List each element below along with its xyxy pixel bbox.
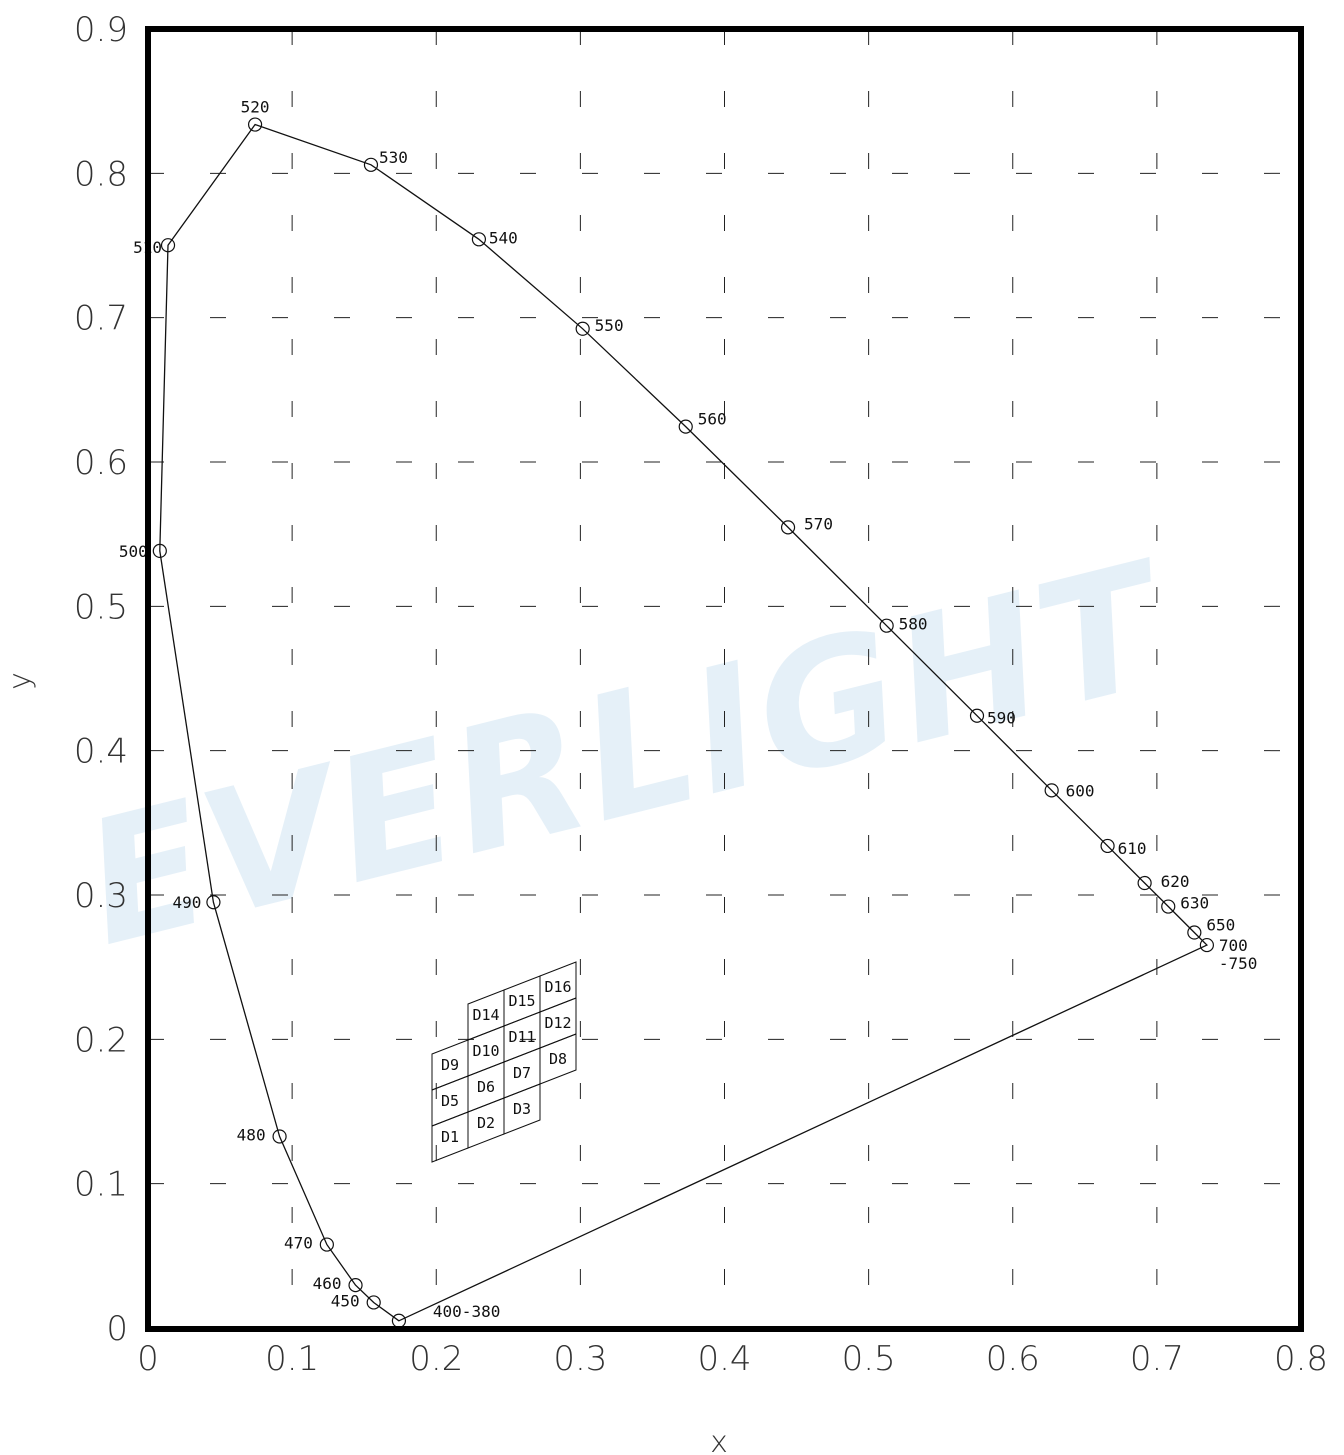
- locus-curve: [159, 123, 1209, 1322]
- locus-marker: [969, 708, 985, 723]
- spectral-locus: 400-380450460470480490500510520530540550…: [119, 98, 1258, 1328]
- y-tick-label: 0.7: [74, 299, 128, 339]
- wavelength-label: 650: [1206, 916, 1235, 935]
- locus-marker: [160, 238, 176, 253]
- watermark: EVERLIGHT: [67, 525, 1190, 985]
- bin-label: D11: [508, 1028, 535, 1046]
- y-tick-label: 0.1: [74, 1165, 128, 1205]
- locus-marker: [1187, 925, 1202, 940]
- wavelength-label: 520: [241, 98, 270, 117]
- wavelength-label: 580: [899, 615, 928, 634]
- bin-label: D5: [441, 1092, 459, 1110]
- y-axis-title: y: [3, 672, 38, 690]
- locus-marker: [780, 520, 796, 535]
- x-tick-label: 0.7: [1130, 1339, 1184, 1379]
- wavelength-label: 600: [1066, 781, 1095, 800]
- bin-label: D2: [477, 1114, 495, 1132]
- wavelength-label: 490: [173, 893, 202, 912]
- locus-marker: [348, 1278, 363, 1293]
- plot-frame: [145, 26, 1304, 1332]
- y-tick-label: 0.3: [74, 876, 128, 916]
- bin-label: D14: [472, 1006, 499, 1024]
- y-tick-label: 0.4: [74, 732, 128, 772]
- locus-marker: [152, 543, 167, 559]
- bin-label: D10: [472, 1042, 499, 1060]
- locus-marker: [471, 232, 487, 247]
- bin-label: D3: [513, 1100, 531, 1118]
- x-tick-label: 0.2: [409, 1339, 463, 1379]
- locus-marker: [1199, 937, 1214, 953]
- wavelength-label: 700 -750: [1219, 936, 1258, 973]
- wavelength-label: 540: [489, 228, 518, 247]
- locus-marker: [319, 1237, 334, 1252]
- wavelength-label: 620: [1161, 872, 1190, 891]
- locus-marker: [272, 1129, 287, 1144]
- bin-label: D6: [477, 1078, 495, 1096]
- y-tick-label: 0.2: [74, 1020, 128, 1060]
- wavelength-label: 400-380: [433, 1302, 500, 1321]
- locus-marker: [575, 321, 590, 336]
- y-tick-label: 0.6: [74, 443, 128, 483]
- locus-marker: [206, 895, 221, 910]
- locus-marker: [363, 157, 379, 172]
- bin-cell: [539, 961, 577, 1013]
- locus-marker: [879, 618, 894, 633]
- bin-grid: D1 D5 D9 D2 D6 D10 D14 D3 D7 D11 D15 D8 D12 D16: [431, 961, 577, 1163]
- wavelength-label: 500: [119, 542, 148, 561]
- wavelength-label: 470: [284, 1234, 313, 1253]
- locus-marker: [678, 419, 693, 434]
- y-tick-label: 0: [106, 1309, 128, 1349]
- bin-label: D1: [441, 1128, 459, 1146]
- bin-label: D15: [508, 992, 535, 1010]
- bin-label: D16: [544, 978, 571, 996]
- wavelength-label: 560: [698, 410, 727, 429]
- wavelength-label: 590: [987, 709, 1016, 728]
- bin-label: D9: [441, 1056, 459, 1074]
- wavelength-label: 480: [237, 1125, 266, 1144]
- grid: [148, 29, 1301, 1328]
- bin-label: D8: [549, 1050, 567, 1068]
- x-tick-label: 0.5: [842, 1339, 896, 1379]
- wavelength-label: 570: [804, 514, 833, 533]
- wavelength-label: 450: [331, 1291, 360, 1310]
- y-tick-label: 0.9: [74, 10, 128, 50]
- locus-marker: [1100, 838, 1115, 854]
- wavelength-label: 630: [1180, 894, 1209, 913]
- x-tick-label: 0.4: [697, 1339, 751, 1379]
- locus-marker: [1044, 783, 1059, 798]
- bin-label: D12: [544, 1014, 571, 1032]
- wavelength-label: 610: [1118, 839, 1147, 858]
- x-axis-title: x: [710, 1425, 728, 1455]
- locus-marker: [366, 1295, 381, 1310]
- x-tick-label: 0.3: [553, 1339, 607, 1379]
- x-tick-label: 0.8: [1274, 1339, 1328, 1379]
- x-tick-label: 0: [137, 1339, 159, 1379]
- locus-marker: [247, 117, 263, 132]
- y-tick-label: 0.5: [74, 587, 128, 627]
- locus-marker: [1137, 875, 1152, 891]
- tick-labels: 0 0.1 0.2 0.3 0.4 0.5 0.6 0.7 0.8 0 0.1 0.2 0.3 0.4 0.…: [74, 10, 1328, 1379]
- watermark-text: EVERLIGHT: [67, 525, 1190, 985]
- wavelength-label: 530: [379, 148, 408, 167]
- bin-label: D7: [513, 1064, 531, 1082]
- locus-marker: [1161, 899, 1176, 914]
- x-tick-label: 0.1: [265, 1339, 319, 1379]
- wavelength-label: 550: [595, 316, 624, 335]
- x-tick-label: 0.6: [986, 1339, 1040, 1379]
- wavelength-label: 460: [313, 1274, 342, 1293]
- y-tick-label: 0.8: [74, 154, 128, 194]
